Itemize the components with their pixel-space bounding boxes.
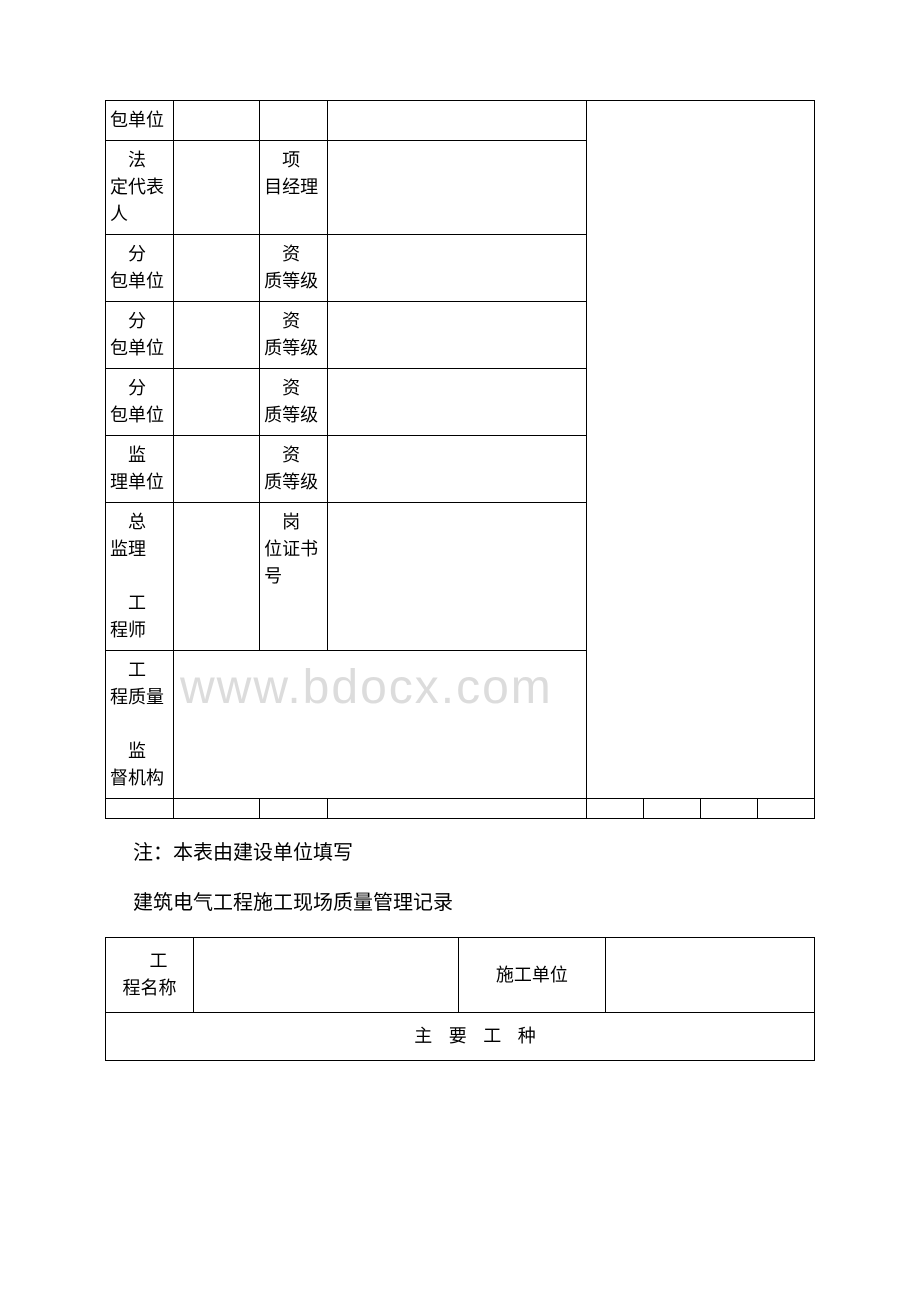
row-label: 分包单位 [106,302,174,369]
label-text: 总 [110,509,169,536]
value-cell [173,651,587,799]
value-cell [173,141,259,235]
value-cell [327,436,587,503]
label-text: 项 [264,147,323,174]
empty-cell [587,799,644,819]
row-label [260,101,328,141]
label-text: 质等级 [264,402,323,429]
label-text: 质等级 [264,469,323,496]
label-text: 位证书号 [264,536,323,590]
label-text: 督机构 [110,765,169,792]
label-text: 包单位 [110,107,169,134]
row-label: 工工程名称程名称 [106,938,194,1013]
table-row: 分包单位 资质等级 [106,369,815,436]
empty-cell [260,799,328,819]
value-cell [173,503,259,651]
value-cell [173,302,259,369]
label-text: 目经理 [264,174,323,201]
table-row: 工程质量监督机构 [106,651,815,799]
table-row: 分包单位 资质等级 [106,302,815,369]
table-row: 包单位 [106,101,815,141]
row-label: 资质等级 [260,436,328,503]
row-label: 总监理工程师 [106,503,174,651]
label-text: 程名称 [122,978,176,998]
label-text: 包单位 [110,335,169,362]
row-label: 资质等级 [260,302,328,369]
table-row: 总监理工程师 岗位证书号 [106,503,815,651]
row-label: 法定代表人 [106,141,174,235]
row-label: 包单位 [106,101,174,141]
row-label: 项目经理 [260,141,328,235]
empty-cell [758,799,815,819]
row-label: 分包单位 [106,369,174,436]
row-label: 主 要 工 种 [106,1013,815,1061]
label-text: 程师 [110,617,169,644]
empty-cell [173,799,259,819]
value-cell [173,235,259,302]
label-text: 工 [110,657,169,684]
quality-record-table: 工工程名称程名称 施工单位 主 要 工 种 [105,937,815,1061]
label-text: 资 [264,241,323,268]
value-cell [606,938,815,1013]
value-cell [173,101,259,141]
label-text: 质等级 [264,268,323,295]
label-text: 定代表人 [110,174,169,228]
row-label: 监理单位 [106,436,174,503]
table-row: 分包单位 资质等级 [106,235,815,302]
row-label: 分包单位 [106,235,174,302]
content-layer: 包单位 法定代表人 项目经理 分包单位 资质等级 分包单位 资质等级 分包单位 … [105,100,815,1061]
value-cell [327,101,587,141]
value-cell [327,302,587,369]
row-label: 岗位证书号 [260,503,328,651]
table-row: 法定代表人 项目经理 [106,141,815,235]
label-text: 岗 [264,509,323,536]
empty-cell [644,799,701,819]
table-row: 主 要 工 种 [106,1013,815,1061]
label-text: 资 [264,442,323,469]
row-label: 资质等级 [260,369,328,436]
value-cell [193,938,458,1013]
value-cell [173,436,259,503]
empty-cell [106,799,174,819]
row-label: 施工单位 [458,938,606,1013]
table-bottom-row [106,799,815,819]
label-text: 分 [110,308,169,335]
label-text: 资 [264,308,323,335]
label-text: 工 [131,951,167,971]
label-text: 法 [110,147,169,174]
value-cell [327,503,587,651]
empty-cell [701,799,758,819]
note-text: 注：本表由建设单位填写 [133,837,815,869]
value-cell [173,369,259,436]
label-text: 包单位 [110,402,169,429]
label-text: 监 [110,738,169,765]
value-cell [327,141,587,235]
label-text: 理单位 [110,469,169,496]
label-text: 工 [110,590,169,617]
label-text: 监理 [110,536,169,563]
table-row: 监理单位 资质等级 [106,436,815,503]
label-text: 主 要 工 种 [414,1026,542,1046]
row-label: 资质等级 [260,235,328,302]
label-text: 资 [264,375,323,402]
label-text: 监 [110,442,169,469]
empty-cell [327,799,587,819]
table-row: 工工程名称程名称 施工单位 [106,938,815,1013]
row-label: 工程质量监督机构 [106,651,174,799]
label-text: 分 [110,375,169,402]
value-cell [327,369,587,436]
section-title: 建筑电气工程施工现场质量管理记录 [133,887,815,919]
label-text: 质等级 [264,335,323,362]
main-form-table: 包单位 法定代表人 项目经理 分包单位 资质等级 分包单位 资质等级 分包单位 … [105,100,815,819]
label-text: 包单位 [110,268,169,295]
value-cell [327,235,587,302]
label-text: 分 [110,241,169,268]
label-text: 程质量 [110,684,169,711]
